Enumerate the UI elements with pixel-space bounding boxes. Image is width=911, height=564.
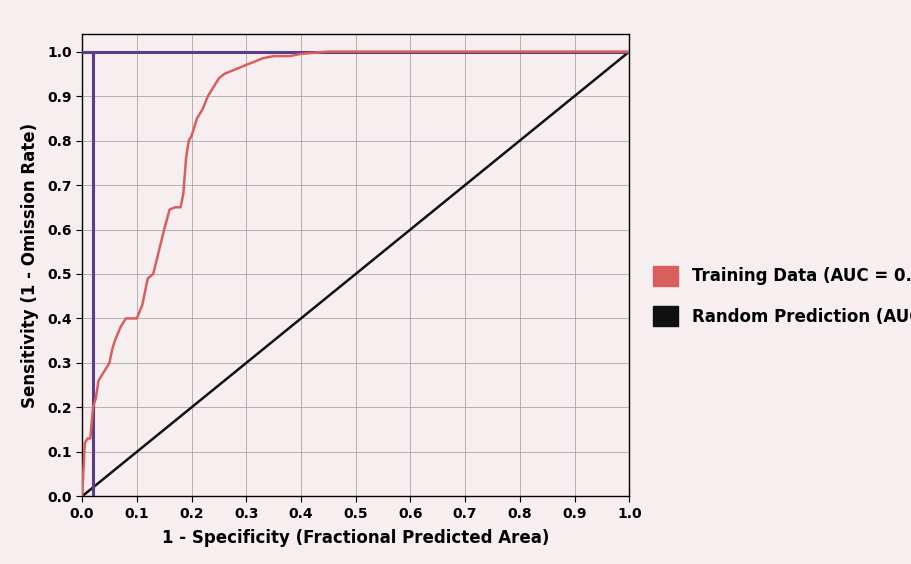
X-axis label: 1 - Specificity (Fractional Predicted Area): 1 - Specificity (Fractional Predicted Ar… [162, 529, 548, 547]
Y-axis label: Sensitivity (1 - Omission Rate): Sensitivity (1 - Omission Rate) [21, 122, 38, 408]
Legend: Training Data (AUC = 0.860), Random Prediction (AUC = 0.5): Training Data (AUC = 0.860), Random Pred… [646, 259, 911, 333]
